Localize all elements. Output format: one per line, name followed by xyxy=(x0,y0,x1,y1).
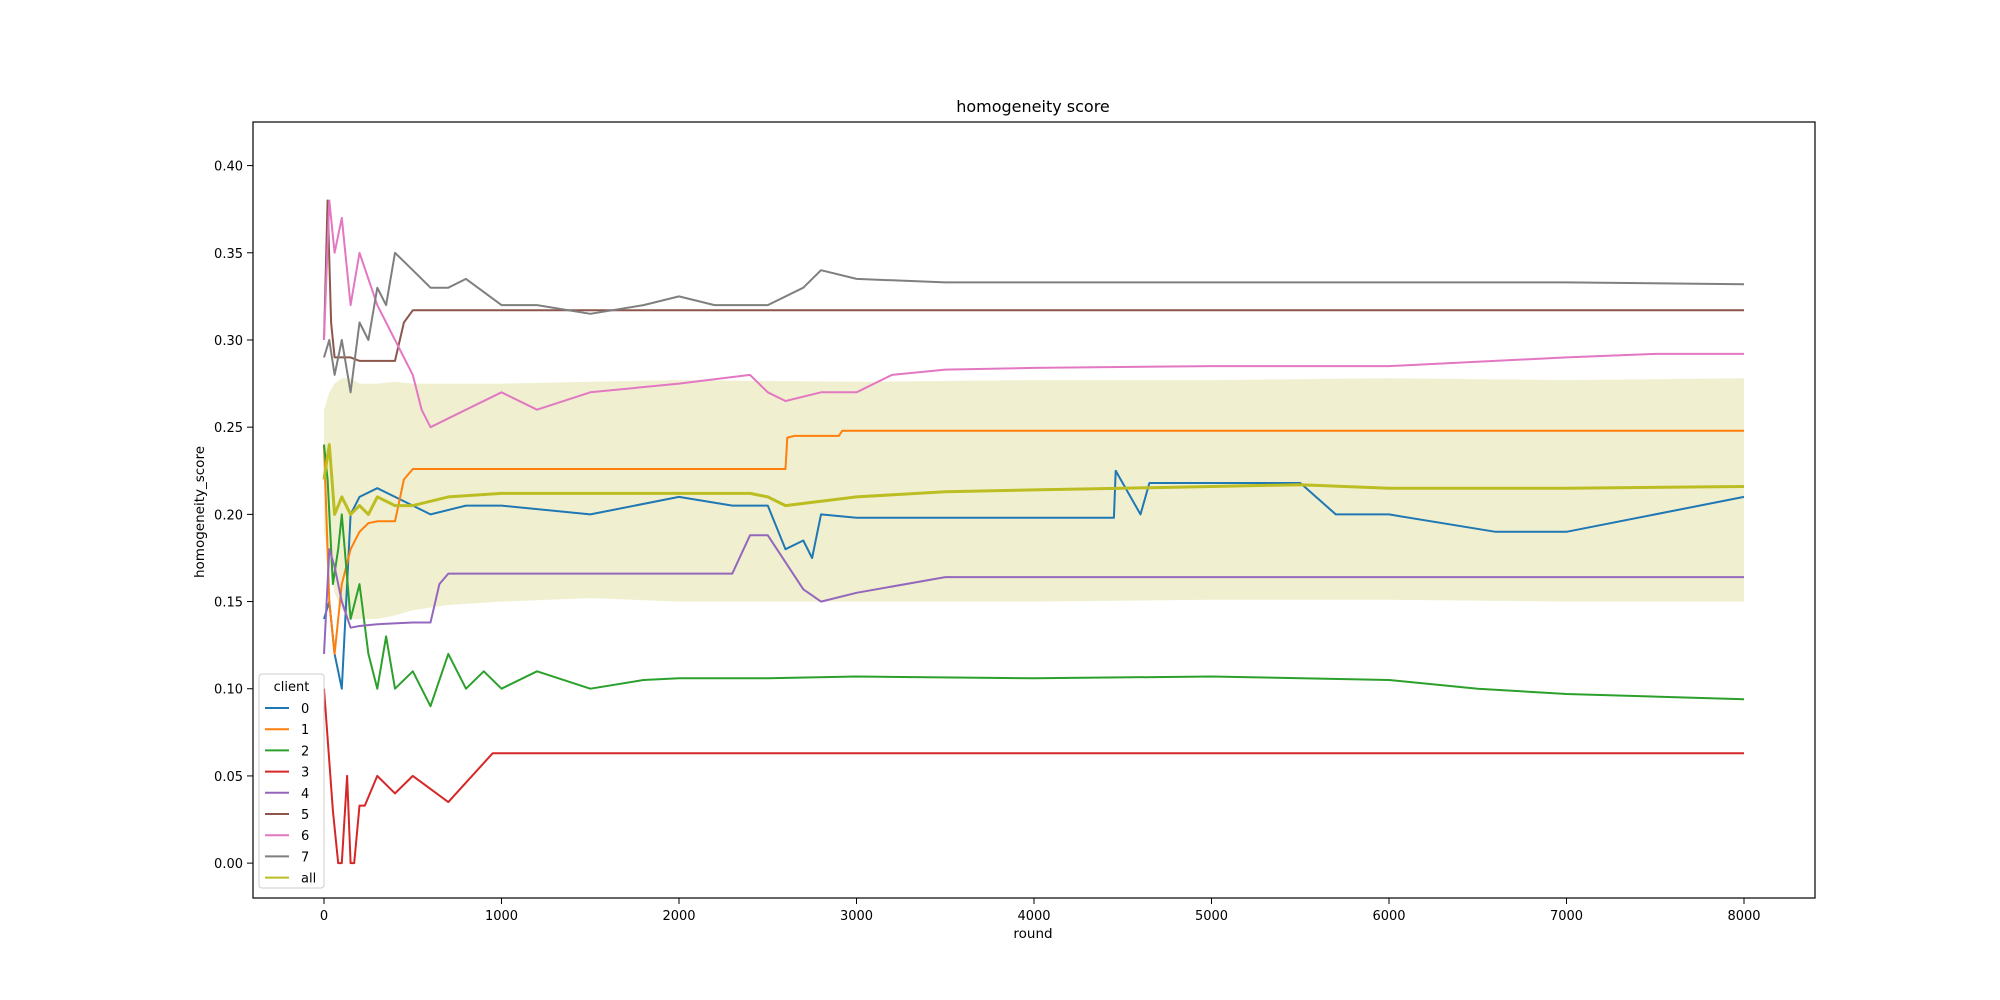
legend-label-1: 1 xyxy=(301,723,309,738)
y-tick-label: 0.25 xyxy=(214,421,243,436)
x-axis-label: round xyxy=(1013,926,1052,942)
y-tick-label: 0.05 xyxy=(214,770,243,785)
legend-label-5: 5 xyxy=(301,808,309,823)
legend-label-2: 2 xyxy=(301,744,309,759)
chart-title: homogeneity score xyxy=(956,97,1110,116)
series-line-all xyxy=(322,443,1745,516)
x-tick-label: 0 xyxy=(320,909,328,924)
all-spread-band xyxy=(324,378,1744,619)
x-tick-label: 6000 xyxy=(1372,909,1405,924)
y-tick-label: 0.30 xyxy=(214,334,243,349)
y-tick-label: 0.00 xyxy=(214,857,243,872)
legend: client 0 1 2 3 4 5 6 7 all xyxy=(258,673,325,889)
plot-area xyxy=(322,199,1745,865)
series-line-5 xyxy=(323,199,1744,362)
plot-series-group xyxy=(322,199,1745,865)
series-line-7 xyxy=(323,251,1745,394)
y-tick-label: 0.15 xyxy=(214,596,243,611)
legend-label-6: 6 xyxy=(301,829,309,844)
series-line-6 xyxy=(323,199,1744,429)
legend-label-0: 0 xyxy=(301,702,309,717)
y-tick-label: 0.40 xyxy=(214,160,243,175)
legend-label-7: 7 xyxy=(301,850,309,865)
series-line-3 xyxy=(323,688,1744,865)
legend-label-4: 4 xyxy=(301,787,309,802)
x-tick-label: 3000 xyxy=(840,909,873,924)
y-tick-label: 0.35 xyxy=(214,247,243,262)
y-axis-label: homogeneity_score xyxy=(192,446,208,578)
series-line-4 xyxy=(323,534,1744,654)
legend-label-all: all xyxy=(301,872,316,887)
y-tick-label: 0.20 xyxy=(214,508,243,523)
legend-title: client xyxy=(274,680,310,695)
x-tick-label: 1000 xyxy=(485,909,518,924)
legend-label-3: 3 xyxy=(301,766,309,781)
x-tick-label: 5000 xyxy=(1195,909,1228,924)
x-tick-label: 8000 xyxy=(1727,909,1760,924)
axes: 0 1000 2000 3000 4000 5000 6000 7000 8000 0.00 0.0… xyxy=(214,121,1816,924)
x-tick-label: 2000 xyxy=(662,909,695,924)
y-tick-label: 0.10 xyxy=(214,683,243,698)
x-tick-label: 4000 xyxy=(1017,909,1050,924)
x-tick-label: 7000 xyxy=(1550,909,1583,924)
series-line-0 xyxy=(323,469,1745,690)
series-line-2 xyxy=(323,444,1745,708)
